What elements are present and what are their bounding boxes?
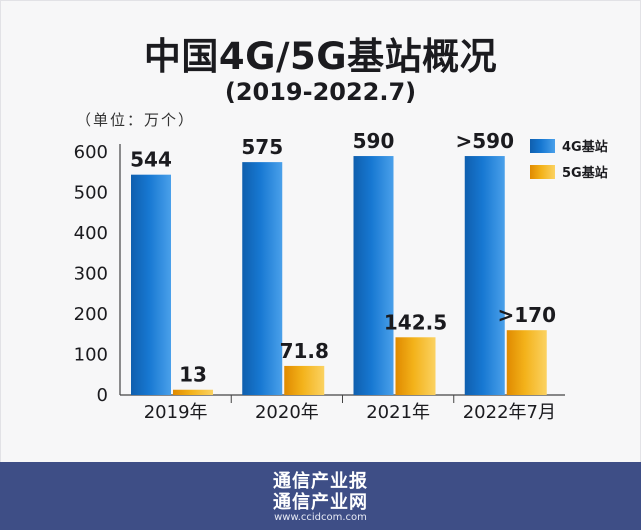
data-label-4g: 575 — [241, 135, 283, 159]
data-label-5g: 142.5 — [384, 310, 447, 334]
x-tick-label: 2021年 — [366, 402, 430, 423]
y-tick-label: 300 — [74, 264, 108, 285]
y-tick-label: 400 — [74, 223, 108, 244]
y-tick-label: 600 — [74, 142, 108, 163]
x-tick-label: 2019年 — [144, 402, 208, 423]
data-label-4g: 544 — [130, 148, 172, 172]
bar-4g — [353, 156, 394, 395]
footer-bar — [0, 462, 641, 530]
bar-5g — [506, 330, 547, 395]
x-tick-label: 2020年 — [255, 402, 319, 423]
legend-label-4g: 4G基站 — [562, 139, 608, 155]
data-label-5g: 13 — [179, 363, 207, 387]
bar-4g — [131, 174, 171, 395]
bar-5g — [173, 389, 213, 395]
data-label-4g: 590 — [353, 129, 395, 153]
bar-5g — [395, 337, 436, 395]
footer-url: www.ccidcom.com — [274, 512, 367, 523]
unit-label: （单位：万个） — [76, 111, 196, 129]
legend-swatch-5g — [530, 165, 555, 179]
y-tick-label: 200 — [74, 304, 108, 325]
chart-subtitle: (2019-2022.7) — [224, 78, 417, 106]
data-label-5g: 71.8 — [280, 339, 329, 363]
y-tick-label: 100 — [74, 345, 108, 366]
bar-5g — [284, 365, 325, 395]
data-label-5g: >170 — [497, 303, 556, 327]
chart-title: 中国4G/5G基站概况 — [143, 35, 498, 78]
x-tick-label: 2022年7月 — [463, 402, 556, 423]
bar-chart: 0 100 200 300 400 500 600 544 13 2019年 575 71.8 2020… — [74, 129, 608, 423]
legend-label-5g: 5G基站 — [562, 165, 608, 181]
footer-brand-newspaper: 通信产业报 — [273, 471, 368, 492]
y-tick-label: 500 — [74, 183, 108, 204]
legend-swatch-4g — [530, 139, 555, 153]
footer-brand-network: 通信产业网 — [273, 492, 368, 513]
y-tick-label: 0 — [97, 385, 108, 406]
bar-4g — [242, 162, 283, 395]
bar-4g — [464, 156, 505, 395]
data-label-4g: >590 — [455, 129, 514, 153]
